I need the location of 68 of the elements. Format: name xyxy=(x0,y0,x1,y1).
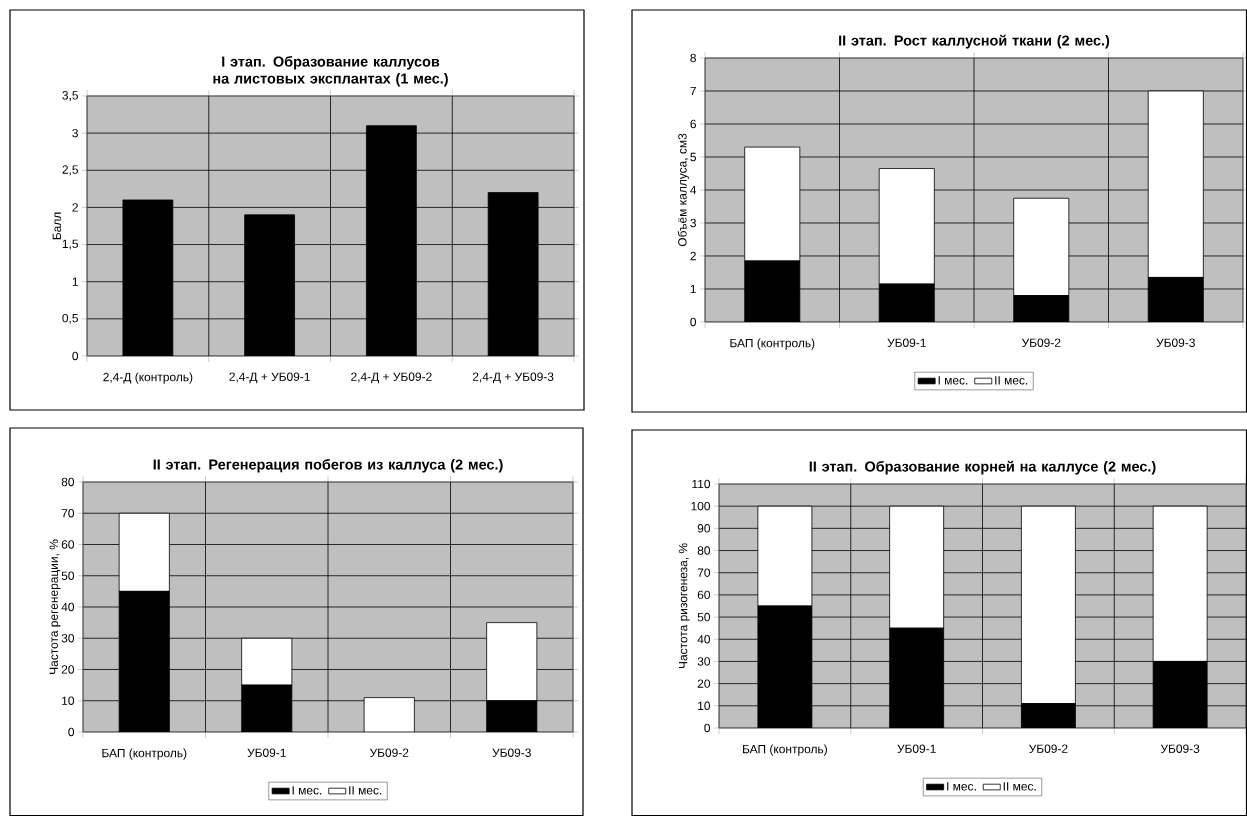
x-tick-label: 2,4-Д + УБ09-3 xyxy=(472,372,554,384)
y-tick-label: 2 xyxy=(690,251,696,261)
x-tick-label: УБ09-1 xyxy=(897,744,936,753)
y-tick-label: 0 xyxy=(704,723,711,733)
y-tick-label: 30 xyxy=(61,634,75,643)
legend-label: I мес. xyxy=(938,376,968,385)
chart-title: II этап. Регенерация побегов из каллуса (2 мес.) xyxy=(153,458,503,473)
y-tick-label: 0,5 xyxy=(62,313,78,324)
y-tick-label: 3,5 xyxy=(62,91,78,101)
y-tick-label: 3 xyxy=(72,128,78,138)
y-tick-label: 40 xyxy=(61,602,75,612)
y-tick-label: 60 xyxy=(697,590,711,600)
x-tick-label: УБ09-1 xyxy=(887,338,926,347)
y-tick-label: 20 xyxy=(61,665,75,674)
legend-label: I мес. xyxy=(292,786,322,795)
legend-label: II мес. xyxy=(1003,782,1036,791)
y-tick-label: 0 xyxy=(690,317,697,327)
x-tick-label: УБ09-2 xyxy=(369,748,409,757)
y-tick-label: 50 xyxy=(61,571,75,580)
y-tick-label: 10 xyxy=(62,696,75,705)
x-tick-label: БАП (контроль) xyxy=(102,748,187,760)
x-tick-label: УБ09-2 xyxy=(1029,744,1068,753)
y-tick-label: 5 xyxy=(690,152,696,162)
legend-label: I мес. xyxy=(947,782,976,791)
chart-title: I этап. Образование каллусов на листовых эксплантах (1 мес.) xyxy=(213,55,448,87)
y-tick-label: 0 xyxy=(72,351,79,361)
y-tick-label: 30 xyxy=(697,657,711,666)
y-tick-label: 50 xyxy=(697,612,711,622)
y-tick-label: 1 xyxy=(690,284,696,294)
y-tick-label: 70 xyxy=(697,568,711,577)
y-tick-label: 8 xyxy=(690,53,696,63)
legend-label: II мес. xyxy=(995,376,1028,385)
y-axis-title: Балл xyxy=(52,212,62,240)
y-tick-label: 7 xyxy=(690,86,696,96)
x-tick-label: УБ09-2 xyxy=(1021,338,1061,347)
x-tick-label: УБ09-1 xyxy=(247,748,286,757)
x-tick-label: 2,4-Д + УБ09-2 xyxy=(351,372,432,384)
y-axis-title: Объём каллуса, см3 xyxy=(677,133,690,247)
chart-title: II этап. Рост каллусной ткани (2 мес.) xyxy=(839,34,1110,49)
y-tick-label: 2,5 xyxy=(62,165,78,176)
y-tick-label: 1,5 xyxy=(62,239,78,250)
y-tick-label: 20 xyxy=(697,679,711,688)
y-tick-label: 80 xyxy=(697,546,711,555)
y-tick-label: 0 xyxy=(68,727,75,737)
x-tick-label: БАП (контроль) xyxy=(743,744,827,756)
y-tick-label: 6 xyxy=(690,119,696,129)
y-tick-label: 70 xyxy=(61,509,75,518)
x-tick-label: УБ09-3 xyxy=(1156,338,1195,347)
y-tick-label: 40 xyxy=(697,635,711,644)
y-tick-label: 110 xyxy=(692,479,711,489)
y-tick-label: 2 xyxy=(72,203,78,212)
x-tick-label: БАП (контроль) xyxy=(730,338,815,350)
y-axis-title: Частота регенерации, % xyxy=(49,539,61,674)
chart-title: II этап. Образование корней на каллусе (2 мес.) xyxy=(809,460,1156,475)
y-tick-label: 80 xyxy=(61,477,75,487)
y-tick-label: 10 xyxy=(698,701,711,711)
y-tick-label: 1 xyxy=(72,277,78,286)
y-axis-title: Частота ризогенеза, % xyxy=(678,543,690,669)
x-tick-label: УБ09-3 xyxy=(1160,744,1200,753)
x-tick-label: 2,4-Д (контроль) xyxy=(103,372,193,384)
y-tick-label: 90 xyxy=(697,524,711,533)
x-tick-label: 2,4-Д + УБ09-1 xyxy=(229,372,310,384)
y-tick-label: 3 xyxy=(690,218,696,228)
y-tick-label: 4 xyxy=(690,185,697,195)
x-tick-label: УБ09-3 xyxy=(492,748,531,757)
legend-label: II мес. xyxy=(349,786,382,795)
y-tick-label: 100 xyxy=(691,501,711,511)
y-tick-label: 60 xyxy=(61,540,75,549)
